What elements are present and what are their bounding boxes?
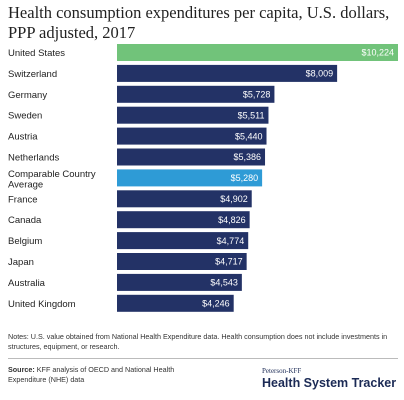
category-label: Comparable Country Average: [8, 169, 96, 191]
category-label: France: [8, 194, 38, 205]
data-label: $4,826: [218, 215, 246, 225]
bar-united-states: [117, 44, 398, 61]
data-label: $8,009: [306, 69, 334, 79]
data-label: $5,440: [235, 131, 263, 141]
category-label: Belgium: [8, 236, 42, 247]
data-label: $4,543: [210, 278, 238, 288]
data-label: $5,511: [238, 110, 265, 120]
data-label: $10,224: [361, 48, 394, 58]
bar-united-kingdom: [117, 294, 234, 312]
bar-netherlands: [117, 148, 266, 166]
category-label: United States: [8, 48, 65, 59]
bar-sweden: [117, 106, 269, 124]
category-label: Switzerland: [8, 69, 57, 80]
category-label: Canada: [8, 215, 42, 226]
divider: [8, 358, 398, 359]
bar-japan: [117, 253, 247, 270]
chart-notes: Notes: U.S. value obtained from National…: [8, 332, 388, 351]
category-label: Sweden: [8, 111, 42, 122]
data-label: $4,717: [215, 257, 243, 267]
bar-chart: United States $10,224 Switzerland $8,009 Ger…: [8, 44, 398, 312]
bar-comparable-country-average: [117, 169, 263, 187]
category-label: Australia: [8, 278, 46, 289]
brand-small-text: Peterson-KFF: [262, 367, 302, 375]
bar-france: [117, 190, 252, 208]
bar-canada: [117, 211, 250, 229]
brand-logo-text: Health System Tracker: [262, 376, 397, 390]
bar-belgium: [117, 232, 249, 250]
data-label: $5,728: [243, 90, 271, 100]
category-label: Japan: [8, 257, 34, 268]
category-label: Netherlands: [8, 153, 59, 164]
data-label: $5,386: [233, 152, 261, 162]
data-label: $5,280: [231, 173, 259, 183]
category-label: United Kingdom: [8, 299, 76, 310]
category-label: Austria: [8, 132, 38, 143]
bar-germany: [117, 85, 275, 103]
bar-austria: [117, 127, 267, 145]
bar-australia: [117, 273, 242, 291]
source-label: Source:: [8, 365, 35, 374]
chart-source: Source: KFF analysis of OECD and Nationa…: [8, 365, 208, 385]
category-label: Germany: [8, 90, 47, 101]
bar-switzerland: [117, 64, 338, 82]
source-text: KFF analysis of OECD and National Health…: [8, 365, 175, 384]
chart-title: Health consumption expenditures per capi…: [8, 3, 390, 42]
data-label: $4,246: [202, 299, 230, 309]
data-label: $4,774: [217, 236, 245, 246]
data-label: $4,902: [220, 194, 248, 204]
